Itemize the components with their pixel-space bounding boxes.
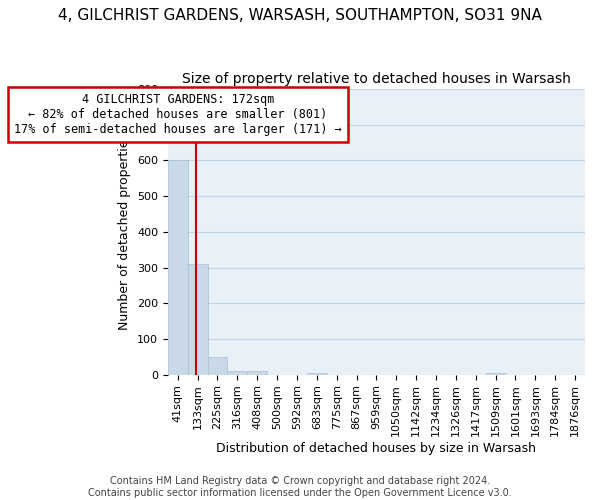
Text: Contains HM Land Registry data © Crown copyright and database right 2024.
Contai: Contains HM Land Registry data © Crown c…: [88, 476, 512, 498]
Bar: [485, 373, 506, 374]
Text: 4 GILCHRIST GARDENS: 172sqm
← 82% of detached houses are smaller (801)
17% of se: 4 GILCHRIST GARDENS: 172sqm ← 82% of det…: [14, 92, 341, 136]
Bar: [168, 160, 188, 374]
X-axis label: Distribution of detached houses by size in Warsash: Distribution of detached houses by size …: [217, 442, 536, 455]
Y-axis label: Number of detached properties: Number of detached properties: [118, 134, 131, 330]
Bar: [227, 371, 247, 374]
Title: Size of property relative to detached houses in Warsash: Size of property relative to detached ho…: [182, 72, 571, 86]
Bar: [208, 358, 227, 374]
Bar: [247, 370, 267, 374]
Text: 4, GILCHRIST GARDENS, WARSASH, SOUTHAMPTON, SO31 9NA: 4, GILCHRIST GARDENS, WARSASH, SOUTHAMPT…: [58, 8, 542, 22]
Bar: [188, 264, 208, 374]
Bar: [307, 373, 327, 374]
